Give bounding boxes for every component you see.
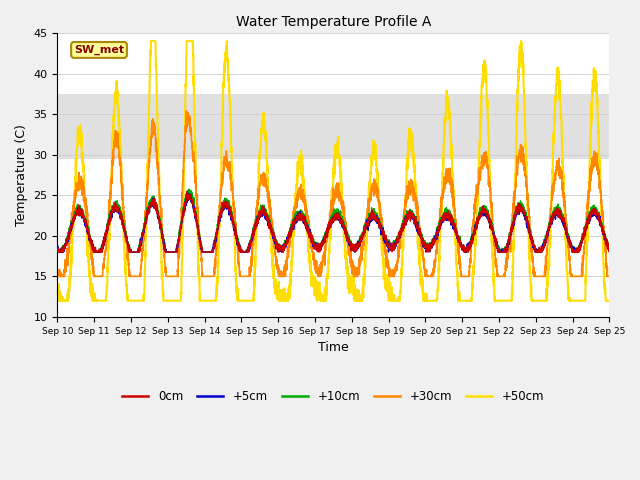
+5cm <box>185 191 193 196</box>
+10cm <box>54 243 61 249</box>
Y-axis label: Temperature (C): Temperature (C) <box>15 124 28 226</box>
+5cm <box>172 249 180 255</box>
+50cm <box>388 298 396 303</box>
+30cm <box>54 274 62 279</box>
0cm <box>172 249 180 255</box>
+10cm <box>388 240 396 246</box>
X-axis label: Time: Time <box>318 341 349 354</box>
0cm <box>605 249 613 255</box>
0cm <box>54 249 62 255</box>
0cm <box>397 230 405 236</box>
+10cm <box>605 243 613 249</box>
Text: SW_met: SW_met <box>74 45 124 55</box>
Bar <box>58 94 609 159</box>
0cm <box>605 243 613 249</box>
Line: +10cm: +10cm <box>58 189 609 252</box>
+5cm <box>208 249 216 255</box>
+30cm <box>605 274 613 279</box>
Line: +5cm: +5cm <box>58 193 609 252</box>
+10cm <box>208 249 216 255</box>
+10cm <box>185 186 193 192</box>
+30cm <box>605 274 613 279</box>
+30cm <box>172 274 180 279</box>
+30cm <box>208 274 216 279</box>
+50cm <box>208 298 216 303</box>
+50cm <box>56 298 63 303</box>
Line: 0cm: 0cm <box>58 192 609 252</box>
+5cm <box>54 249 61 255</box>
Title: Water Temperature Profile A: Water Temperature Profile A <box>236 15 431 29</box>
+10cm <box>172 249 180 255</box>
+30cm <box>388 274 396 279</box>
+10cm <box>554 203 561 209</box>
+50cm <box>54 282 61 288</box>
+30cm <box>54 267 61 273</box>
+30cm <box>554 161 561 167</box>
0cm <box>54 246 61 252</box>
+5cm <box>605 245 613 251</box>
+5cm <box>605 248 613 254</box>
+50cm <box>605 298 613 303</box>
+50cm <box>397 278 405 284</box>
0cm <box>208 249 216 255</box>
+5cm <box>54 245 61 251</box>
+50cm <box>554 67 561 72</box>
+5cm <box>397 229 405 235</box>
+10cm <box>397 228 405 234</box>
0cm <box>183 189 191 194</box>
Line: +30cm: +30cm <box>58 111 609 276</box>
+50cm <box>605 298 613 303</box>
+5cm <box>388 243 396 249</box>
0cm <box>554 209 561 215</box>
+50cm <box>147 38 155 44</box>
+10cm <box>605 246 613 252</box>
Legend: 0cm, +5cm, +10cm, +30cm, +50cm: 0cm, +5cm, +10cm, +30cm, +50cm <box>118 385 549 408</box>
+5cm <box>554 209 561 215</box>
0cm <box>388 244 396 250</box>
+50cm <box>172 298 180 303</box>
+10cm <box>56 249 63 255</box>
+30cm <box>182 108 190 114</box>
+30cm <box>397 228 405 233</box>
Line: +50cm: +50cm <box>58 41 609 300</box>
